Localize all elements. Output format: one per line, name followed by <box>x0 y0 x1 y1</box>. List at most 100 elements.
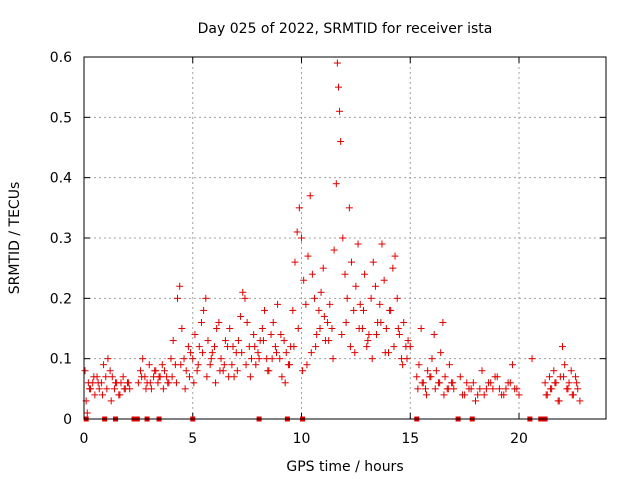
data-point <box>317 288 325 296</box>
x-tick-label: 10 <box>293 431 311 447</box>
data-point <box>282 349 290 357</box>
x-tick-label: 15 <box>401 431 419 447</box>
data-point <box>316 325 324 332</box>
data-point <box>247 355 255 363</box>
data-point <box>403 355 411 363</box>
data-point <box>204 337 212 345</box>
data-point <box>229 343 237 351</box>
data-point <box>354 240 362 248</box>
data-point <box>145 361 153 369</box>
data-point <box>431 385 439 393</box>
data-point <box>406 343 414 351</box>
data-point <box>233 367 241 375</box>
data-point <box>119 373 127 381</box>
data-point <box>251 343 259 351</box>
data-point <box>421 385 429 393</box>
data-point <box>98 391 106 399</box>
data-point <box>242 361 250 369</box>
data-point <box>215 318 223 326</box>
data-point <box>159 385 167 393</box>
data-point <box>576 397 584 405</box>
data-point <box>437 349 445 357</box>
y-tick-label: 0.5 <box>50 110 72 126</box>
y-tick-label: 0.4 <box>50 171 72 187</box>
data-point <box>185 373 193 381</box>
data-point <box>376 300 384 308</box>
data-point <box>476 385 484 393</box>
data-point <box>239 288 247 296</box>
data-point <box>168 373 176 381</box>
data-point <box>474 391 482 399</box>
data-point <box>220 361 228 369</box>
data-point <box>380 276 388 284</box>
data-point <box>445 361 453 369</box>
data-point <box>399 361 407 369</box>
data-point <box>541 379 549 387</box>
data-point <box>390 343 398 351</box>
data-point <box>290 343 298 351</box>
data-point <box>167 355 175 363</box>
data-point <box>138 373 146 381</box>
data-point <box>330 246 338 254</box>
data-point <box>528 355 536 363</box>
data-point <box>332 180 340 188</box>
data-point <box>346 343 354 351</box>
data-point <box>381 349 389 357</box>
data-point <box>155 373 163 381</box>
data-point <box>418 379 426 387</box>
x-axis-label: GPS time / hours <box>286 459 403 475</box>
data-point <box>146 379 154 387</box>
data-point <box>200 306 208 314</box>
data-point <box>83 409 91 417</box>
data-point <box>280 337 288 345</box>
data-point <box>238 349 246 357</box>
data-point <box>480 391 488 399</box>
data-point <box>351 349 359 357</box>
data-point <box>440 391 448 399</box>
data-point <box>302 300 310 308</box>
data-point <box>495 385 503 393</box>
data-point <box>311 294 319 302</box>
data-point <box>415 361 423 369</box>
data-point <box>255 355 263 363</box>
data-point <box>237 312 245 320</box>
data-point <box>430 331 438 339</box>
data-point <box>125 379 133 387</box>
data-point <box>193 367 201 375</box>
data-point <box>106 367 114 375</box>
data-point <box>226 325 234 332</box>
data-point <box>359 306 367 314</box>
data-point <box>91 391 99 399</box>
data-point <box>568 391 576 399</box>
data-point <box>250 331 258 339</box>
data-point <box>551 379 559 387</box>
data-point <box>268 355 276 363</box>
data-point <box>187 349 195 357</box>
data-point <box>258 325 266 332</box>
grid <box>84 57 606 419</box>
data-point <box>300 276 308 284</box>
data-point <box>207 355 215 363</box>
data-point <box>482 385 490 393</box>
data-point <box>241 294 249 302</box>
y-tick-label: 0.1 <box>50 352 72 368</box>
data-point <box>363 343 371 351</box>
data-point <box>574 385 582 393</box>
data-point <box>428 355 436 363</box>
data-point <box>202 294 210 302</box>
data-point <box>304 252 312 260</box>
data-point <box>424 367 432 375</box>
data-point <box>542 391 550 399</box>
data-point <box>559 343 566 351</box>
data-point <box>90 373 98 381</box>
data-point <box>213 325 221 332</box>
data-point <box>550 367 558 375</box>
data-point <box>104 355 112 363</box>
data-point <box>112 379 120 387</box>
data-point <box>293 228 301 236</box>
data-point <box>252 361 260 369</box>
data-point <box>417 325 425 332</box>
data-point <box>573 379 581 387</box>
data-point <box>221 337 229 345</box>
